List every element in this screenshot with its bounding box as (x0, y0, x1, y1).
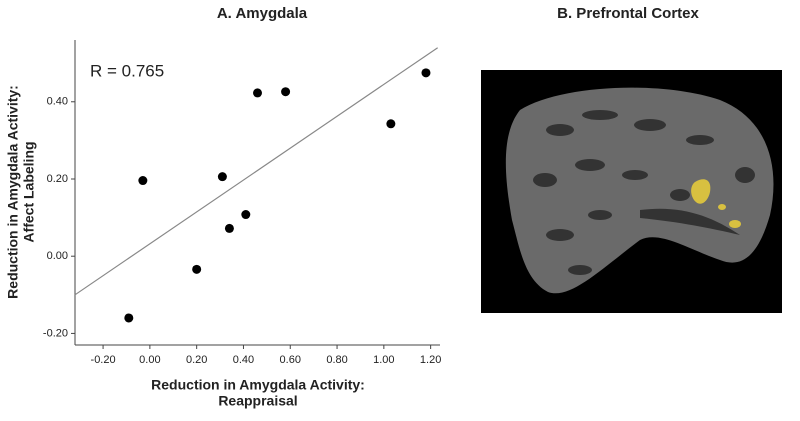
panel-a-title: A. Amygdala (217, 5, 308, 22)
data-point (253, 88, 262, 98)
data-point (138, 176, 148, 186)
y-axis-label: Reduction in Amygdala Activity: (5, 85, 21, 299)
x-tick-label: 1.00 (373, 354, 394, 366)
y-tick-label: 0.40 (47, 96, 68, 108)
x-tick-label: 0.20 (186, 354, 207, 366)
x-tick-label: 0.00 (139, 354, 160, 366)
annotation: R = 0.765 (90, 61, 164, 80)
data-point (217, 172, 227, 182)
y-axis-label: Affect Labeling (21, 141, 37, 242)
x-tick-label: 1.20 (420, 354, 441, 366)
data-point (241, 210, 251, 220)
data-point (386, 119, 396, 129)
data-point (224, 223, 234, 233)
y-tick-label: 0.20 (47, 173, 68, 185)
fit-line (74, 47, 438, 296)
x-axis-label: Reappraisal (218, 393, 297, 409)
x-tick-label: 0.60 (280, 354, 301, 366)
x-tick-label: 0.40 (233, 354, 254, 366)
x-axis-label: Reduction in Amygdala Activity: (151, 377, 365, 393)
x-tick-label: 0.80 (326, 354, 347, 366)
data-point (192, 264, 202, 274)
panel-b-title: B. Prefrontal Cortex (557, 5, 699, 22)
x-tick-label: -0.20 (91, 354, 116, 366)
y-tick-label: -0.20 (43, 327, 68, 339)
data-point (124, 313, 134, 323)
data-point (281, 87, 291, 97)
y-tick-label: 0.00 (47, 250, 68, 262)
data-point (421, 68, 431, 78)
brain-image (481, 70, 782, 313)
